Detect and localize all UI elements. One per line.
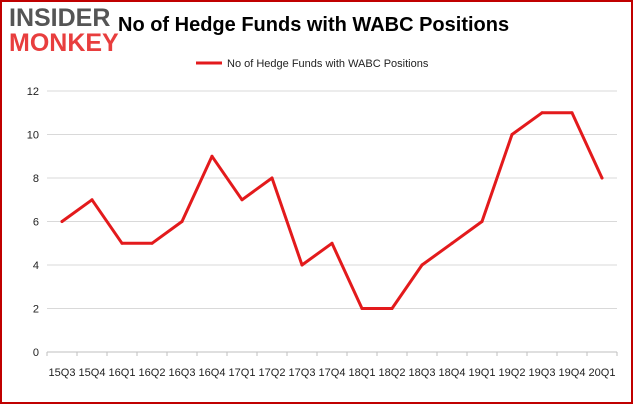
y-tick-label: 4 [33,260,39,272]
y-tick-label: 12 [27,86,39,98]
data-point [120,241,124,245]
y-tick-label: 6 [33,217,39,229]
y-tick-label: 0 [33,347,39,359]
y-tick-label: 8 [33,173,39,185]
x-tick-label: 16Q2 [139,367,166,379]
x-tick-label: 15Q3 [49,367,76,379]
x-tick-label: 18Q2 [379,367,406,379]
x-tick-label: 18Q3 [409,367,436,379]
x-tick-label: 19Q4 [559,367,586,379]
x-tick-label: 16Q3 [169,367,196,379]
series-layer [60,111,604,310]
y-tick-label: 2 [33,304,39,316]
x-tick-label: 17Q4 [319,367,346,379]
axes [46,351,618,356]
x-tick-label: 19Q1 [469,367,496,379]
data-point [210,154,214,158]
y-tick-label: 10 [27,130,39,142]
data-point [150,241,154,245]
x-tick-label: 18Q4 [439,367,466,379]
y-tick-labels: 0 2 4 6 8 10 12 [27,86,39,359]
x-tick-labels: 15Q3 15Q4 16Q1 16Q2 16Q3 16Q4 17Q1 17Q2 17Q3 17Q4… [49,367,616,379]
data-point [600,176,604,180]
gridlines [47,90,617,309]
data-point [180,220,184,223]
data-point [390,307,394,310]
data-point [480,220,484,223]
data-point [570,111,574,115]
data-point [90,198,94,202]
series-line [60,111,604,310]
x-tick-label: 19Q3 [529,367,556,379]
legend-label: No of Hedge Funds with WABC Positions [227,58,429,70]
chart-title: No of Hedge Funds with WABC Positions [118,14,510,36]
data-point [420,263,424,267]
x-tick-label: 17Q3 [289,367,316,379]
data-point [450,241,454,245]
data-point [510,133,514,136]
x-tick-label: 20Q1 [589,367,616,379]
legend: No of Hedge Funds with WABC Positions [196,58,429,70]
data-point [300,263,304,267]
data-point [540,111,544,115]
data-point [270,176,274,180]
x-tick-label: 16Q4 [199,367,226,379]
x-tick-label: 18Q1 [349,367,376,379]
logo-line-monkey: MONKEY [9,29,119,57]
x-tick-label: 17Q2 [259,367,286,379]
data-point [360,307,364,310]
insider-monkey-logo: INSIDER MONKEY [9,4,119,57]
data-point [240,198,244,202]
x-tick-label: 19Q2 [499,367,526,379]
x-tick-label: 15Q4 [79,367,106,379]
logo-line-insider: INSIDER [9,4,111,32]
x-tick-label: 17Q1 [229,367,256,379]
data-point [60,220,64,223]
data-point [330,241,334,245]
x-tick-label: 16Q1 [109,367,136,379]
